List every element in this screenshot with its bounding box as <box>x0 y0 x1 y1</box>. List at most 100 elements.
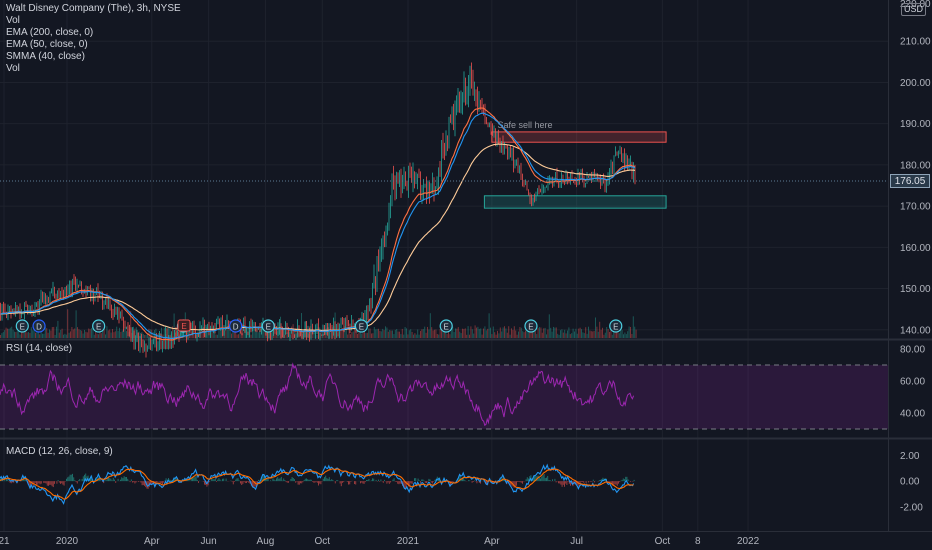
volume-bar <box>518 331 519 338</box>
volume-bar <box>555 327 557 338</box>
macd-hist-bar <box>295 481 297 483</box>
time-axis[interactable]: 21 2020 Apr Jun Aug Oct 2021 Apr Jul Oct 8 2022 <box>0 536 760 547</box>
macd-hist-bar <box>194 477 196 482</box>
volume-bar <box>231 333 232 338</box>
macd-hist-bar <box>39 481 41 485</box>
volume-bar <box>592 331 594 338</box>
volume-bar <box>441 329 442 338</box>
volume-bar <box>394 329 396 338</box>
volume-bar <box>551 331 553 338</box>
macd-hist-bar <box>168 478 169 482</box>
macd-hist-bar <box>129 481 131 483</box>
macd-hist-bar <box>324 477 325 482</box>
volume-bar <box>142 333 144 338</box>
macd-hist-bar <box>320 481 322 485</box>
rsi-line <box>0 362 635 427</box>
volume-bar <box>481 334 483 338</box>
macd-hist-bar <box>318 481 319 486</box>
macd-hist-bar <box>206 481 208 487</box>
volume-bar <box>163 327 165 338</box>
macd-hist-bar <box>279 478 281 482</box>
currency-badge[interactable]: USD <box>901 3 927 16</box>
volume-bar <box>385 326 386 338</box>
macd-hist-bar <box>459 475 461 482</box>
volume-bar <box>434 329 435 338</box>
volume-bar <box>445 327 447 338</box>
macd-hist-bar <box>106 478 108 482</box>
price-tick-label: 170.00 <box>900 202 931 213</box>
volume-bar <box>625 334 627 338</box>
volume-bar <box>116 326 118 338</box>
macd-hist-bar <box>152 481 154 484</box>
x-tick-label: Oct <box>655 536 671 547</box>
volume-bar <box>303 331 305 338</box>
volume-bar <box>182 328 183 338</box>
volume-bar <box>436 333 438 338</box>
volume-bar <box>497 330 498 338</box>
macd-hist-bar <box>144 481 145 486</box>
volume-bar <box>578 328 580 338</box>
volume-bar <box>452 326 454 338</box>
macd-hist-bar <box>73 477 75 482</box>
volume-bar <box>344 326 346 338</box>
macd-hist-bar <box>9 481 11 483</box>
volume-bar <box>348 328 350 338</box>
macd-hist-bar <box>618 481 619 484</box>
volume-bar <box>371 333 372 338</box>
macd-hist-bar <box>261 476 263 482</box>
legend-vol-2[interactable]: Vol <box>6 63 20 74</box>
volume-bar <box>302 333 304 338</box>
macd-hist-bar <box>562 481 564 485</box>
macd-hist-bar <box>202 481 204 482</box>
macd-hist-bar <box>594 481 595 483</box>
volume-bar <box>428 329 430 338</box>
macd-hist-bar <box>238 480 240 482</box>
macd-hist-bar <box>373 478 375 482</box>
volume-bar <box>429 313 431 338</box>
volume-bar <box>75 310 77 338</box>
rsi-label[interactable]: RSI (14, close) <box>6 343 73 354</box>
macd-hist-bar <box>583 481 585 483</box>
macd-hist-bar <box>122 478 124 482</box>
price-axis[interactable]: 210.00 200.00 190.00 180.00 170.00 160.00 150.… <box>900 0 931 513</box>
macd-hist-bar <box>304 478 306 482</box>
volume-bar <box>238 334 239 338</box>
volume-bar <box>256 328 258 338</box>
macd-hist-bar <box>85 473 87 482</box>
volume-bar <box>604 332 606 338</box>
macd-hist-bar <box>111 480 113 482</box>
legend-title[interactable]: Walt Disney Company (The), 3h, NYSE <box>6 3 181 14</box>
macd-hist-bar <box>366 479 367 482</box>
legend-smma[interactable]: SMMA (40, close) <box>6 51 85 62</box>
legend-ema50[interactable]: EMA (50, close, 0) <box>6 39 88 50</box>
macd-label[interactable]: MACD (12, 26, close, 9) <box>6 446 113 457</box>
volume-bar <box>112 329 113 338</box>
macd-hist-bar <box>452 481 454 483</box>
volume-bar <box>373 327 375 338</box>
macd-hist-bar <box>386 481 388 484</box>
legend-ema200[interactable]: EMA (200, close, 0) <box>6 27 94 38</box>
macd-hist-bar <box>63 481 65 486</box>
volume-bar <box>574 331 575 338</box>
volume-bar <box>438 334 440 338</box>
volume-bar <box>469 334 470 338</box>
macd-hist-bar <box>36 481 37 486</box>
volume-bar <box>282 329 284 338</box>
volume-bar <box>365 333 367 338</box>
legend-vol[interactable]: Vol <box>6 15 20 26</box>
macd-hist-bar <box>555 481 557 483</box>
macd-hist-bar <box>159 481 161 484</box>
volume-bar <box>58 332 60 338</box>
volume-bar <box>457 327 459 338</box>
volume-bar <box>320 330 322 338</box>
macd-hist-bar <box>410 481 412 484</box>
volume-bar <box>547 329 549 338</box>
volume-bar <box>366 332 368 338</box>
x-tick-label: Jul <box>570 536 583 547</box>
macd-hist-bar <box>145 481 147 488</box>
volume-bar <box>446 333 448 338</box>
macd-hist-bar <box>308 479 310 482</box>
macd-hist-bar <box>630 481 631 482</box>
volume-bar <box>133 326 134 338</box>
